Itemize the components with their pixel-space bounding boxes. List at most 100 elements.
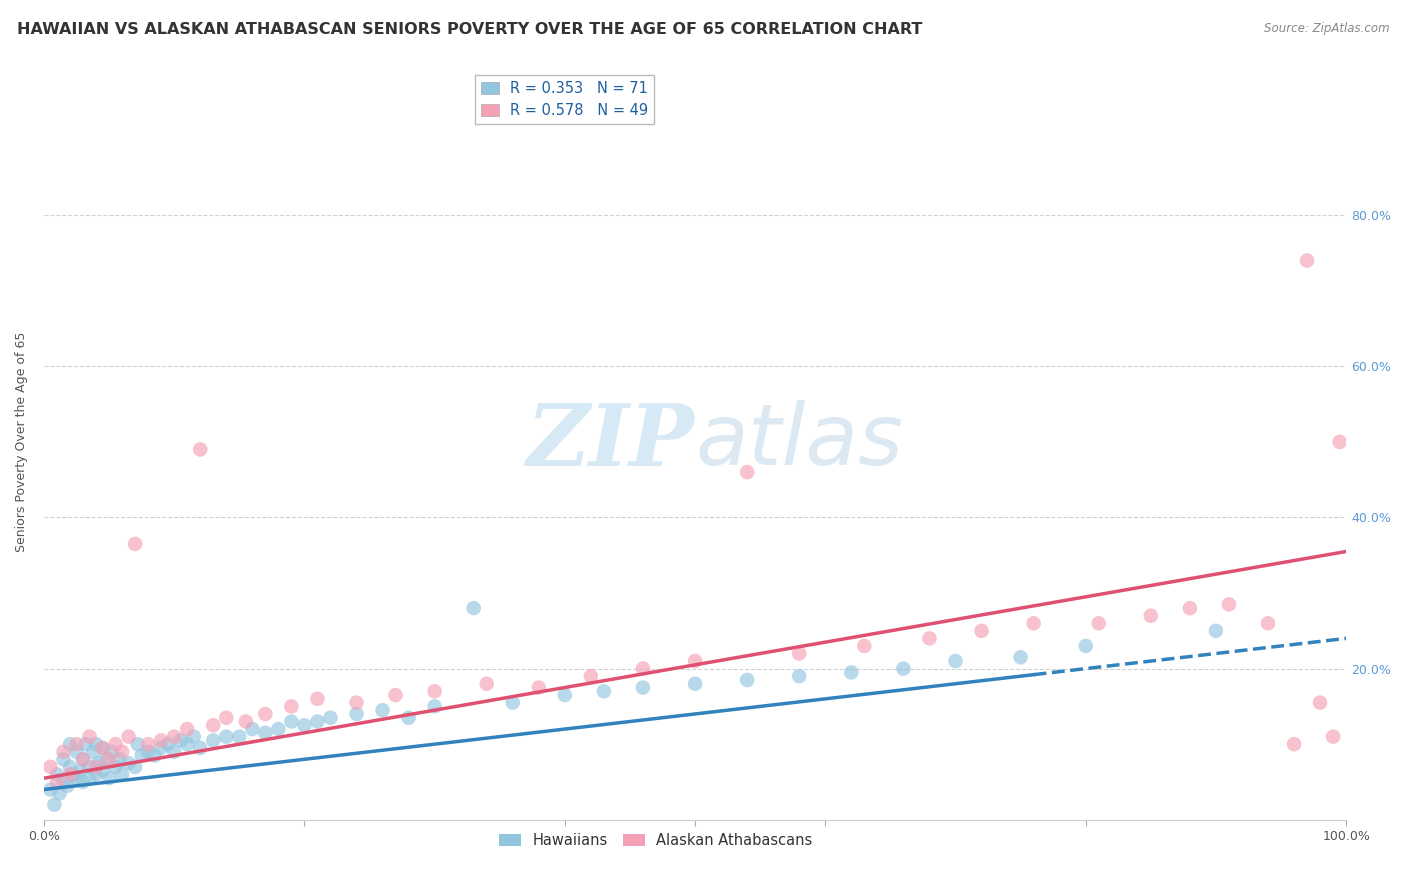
Text: HAWAIIAN VS ALASKAN ATHABASCAN SENIORS POVERTY OVER THE AGE OF 65 CORRELATION CH: HAWAIIAN VS ALASKAN ATHABASCAN SENIORS P… <box>17 22 922 37</box>
Point <box>1140 608 1163 623</box>
Point <box>787 647 810 661</box>
Point <box>52 745 75 759</box>
Point <box>918 632 941 646</box>
Point <box>346 696 368 710</box>
Point <box>84 760 107 774</box>
Point <box>65 737 87 751</box>
Point <box>683 677 706 691</box>
Point <box>240 722 263 736</box>
Point <box>176 722 198 736</box>
Point <box>853 639 876 653</box>
Point <box>59 767 82 781</box>
Point <box>163 730 186 744</box>
Point <box>46 775 69 789</box>
Point <box>156 737 179 751</box>
Text: ZIP: ZIP <box>527 401 695 483</box>
Point <box>215 711 238 725</box>
Point <box>188 442 211 457</box>
Point <box>554 688 576 702</box>
Point <box>98 771 121 785</box>
Point <box>44 797 66 812</box>
Point <box>463 601 485 615</box>
Point <box>280 714 302 729</box>
Point <box>839 665 862 680</box>
Point <box>69 764 91 778</box>
Point <box>170 733 193 747</box>
Point <box>307 714 329 729</box>
Point <box>1329 434 1351 449</box>
Point <box>79 760 101 774</box>
Point <box>202 733 225 747</box>
Point <box>267 722 290 736</box>
Point <box>1257 616 1279 631</box>
Point <box>371 703 394 717</box>
Text: atlas: atlas <box>695 401 903 483</box>
Point <box>52 752 75 766</box>
Point <box>75 737 97 751</box>
Point <box>202 718 225 732</box>
Point <box>1205 624 1227 638</box>
Point <box>280 699 302 714</box>
Point <box>1074 639 1097 653</box>
Point <box>423 684 446 698</box>
Point <box>254 706 277 721</box>
Point <box>108 752 131 766</box>
Point <box>136 737 159 751</box>
Point <box>527 681 550 695</box>
Point <box>1296 253 1319 268</box>
Point <box>294 718 316 732</box>
Point <box>72 752 94 766</box>
Point <box>307 691 329 706</box>
Point <box>254 726 277 740</box>
Point <box>188 741 211 756</box>
Point <box>65 771 87 785</box>
Point <box>127 737 149 751</box>
Point <box>48 786 70 800</box>
Point <box>96 752 118 766</box>
Point <box>893 662 915 676</box>
Point <box>98 752 121 766</box>
Point <box>176 737 198 751</box>
Point <box>104 737 127 751</box>
Point <box>346 706 368 721</box>
Point <box>735 673 758 687</box>
Point <box>87 756 110 770</box>
Point <box>39 782 62 797</box>
Point <box>84 767 107 781</box>
Point <box>124 760 146 774</box>
Point <box>72 752 94 766</box>
Point <box>945 654 967 668</box>
Point <box>46 767 69 781</box>
Point <box>65 745 87 759</box>
Point <box>59 737 82 751</box>
Point <box>111 767 134 781</box>
Point <box>39 760 62 774</box>
Point <box>183 730 205 744</box>
Point <box>1022 616 1045 631</box>
Point <box>475 677 498 691</box>
Point <box>52 775 75 789</box>
Point <box>62 767 84 781</box>
Point <box>502 696 524 710</box>
Point <box>579 669 602 683</box>
Point <box>84 737 107 751</box>
Point <box>104 760 127 774</box>
Point <box>787 669 810 683</box>
Point <box>79 730 101 744</box>
Point <box>423 699 446 714</box>
Point <box>319 711 342 725</box>
Point <box>131 748 153 763</box>
Point <box>398 711 420 725</box>
Point <box>72 775 94 789</box>
Point <box>124 537 146 551</box>
Legend: Hawaiians, Alaskan Athabascans: Hawaiians, Alaskan Athabascans <box>494 828 818 854</box>
Point <box>163 745 186 759</box>
Point <box>91 764 114 778</box>
Point <box>56 779 79 793</box>
Point <box>228 730 250 744</box>
Point <box>143 748 166 763</box>
Point <box>1218 598 1240 612</box>
Point <box>384 688 406 702</box>
Point <box>136 745 159 759</box>
Y-axis label: Seniors Poverty Over the Age of 65: Seniors Poverty Over the Age of 65 <box>15 332 28 552</box>
